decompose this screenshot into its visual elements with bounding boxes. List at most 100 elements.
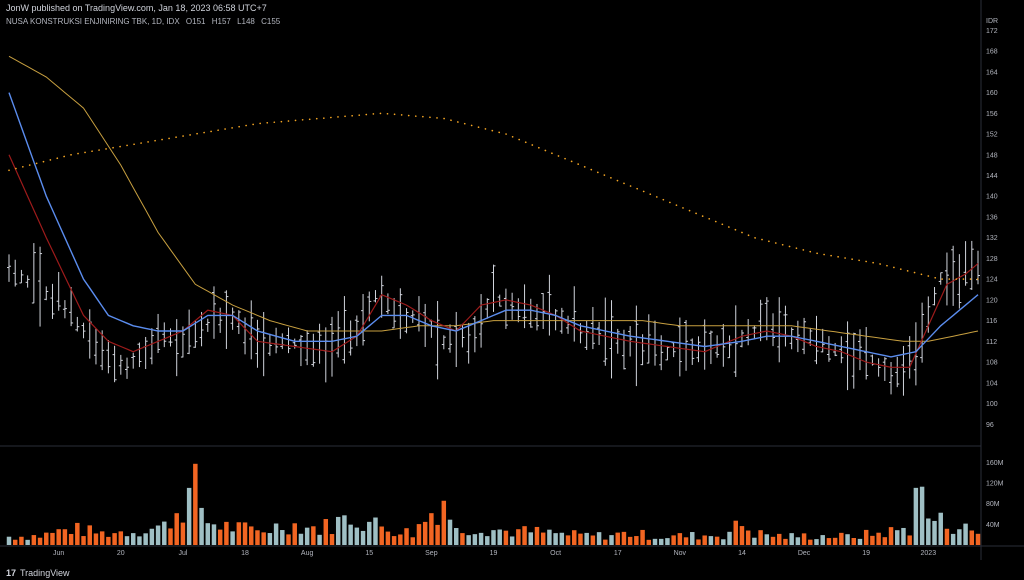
volume-bar	[304, 527, 310, 545]
price-tick-label: 128	[986, 256, 998, 263]
volume-bar	[621, 531, 627, 545]
volume-bar	[6, 536, 12, 545]
volume-bar	[75, 522, 80, 545]
price-tick-label: 112	[986, 339, 997, 346]
volume-bar	[696, 539, 701, 545]
price-tick-label: 108	[986, 360, 998, 367]
volume-bar	[553, 533, 558, 545]
volume-bar	[640, 529, 645, 545]
volume-bar	[329, 534, 335, 545]
volume-bar	[398, 534, 403, 545]
volume-bar	[534, 526, 540, 545]
volume-bar	[323, 519, 329, 545]
volume-bar	[410, 537, 415, 545]
volume-bar	[99, 531, 105, 545]
volume-bar	[863, 529, 869, 545]
volume-bar	[404, 528, 409, 545]
volume-bar	[385, 531, 391, 545]
price-tick-label: 120	[986, 297, 998, 304]
volume-bar	[671, 535, 676, 545]
time-tick-label: Nov	[674, 550, 687, 557]
volume-bar	[236, 522, 242, 545]
volume-bar	[646, 539, 652, 545]
volume-bar	[826, 538, 832, 545]
volume-bar	[572, 530, 577, 545]
volume-bar	[472, 534, 478, 545]
volume-bar	[124, 536, 130, 545]
price-tick-label: 168	[986, 49, 998, 56]
volume-bar	[714, 536, 720, 545]
volume-bar	[559, 532, 565, 545]
time-tick-label: 18	[241, 550, 249, 557]
volume-bar	[19, 536, 24, 545]
volume-bar	[273, 523, 279, 545]
time-tick-label: Sep	[425, 550, 438, 557]
volume-bar	[596, 532, 602, 545]
volume-bar	[503, 530, 509, 545]
symbol-legend: NUSA KONSTRUKSI ENJINIRING TBK, 1D, IDX …	[6, 17, 284, 26]
volume-bar	[261, 532, 266, 545]
price-axis-label: IDR	[986, 18, 998, 25]
time-tick-label: 19	[862, 550, 870, 557]
volume-bar	[795, 537, 801, 545]
volume-bar	[845, 534, 850, 545]
volume-bar	[677, 533, 683, 545]
time-tick-label: 19	[490, 550, 498, 557]
volume-bar	[267, 533, 273, 545]
volume-bar	[199, 507, 204, 545]
volume-tick-label: 160M	[986, 460, 1004, 467]
volume-bar	[112, 533, 117, 545]
volume-bar	[447, 519, 453, 545]
volume-bar	[81, 536, 86, 545]
volume-bar	[137, 536, 142, 545]
publish-caption: JonW published on TradingView.com, Jan 1…	[6, 3, 267, 13]
price-tick-label: 160	[986, 90, 998, 97]
volume-bar	[37, 537, 43, 545]
volume-bar	[882, 537, 888, 545]
ma-line-blue	[8, 92, 979, 358]
ma-line-orange	[8, 55, 979, 342]
volume-bar	[832, 537, 838, 545]
ohlc-close: C155	[261, 17, 281, 26]
volume-bar	[155, 525, 161, 545]
volume-tick-label: 40M	[986, 522, 1000, 529]
volume-bar	[367, 521, 372, 545]
volume-bar	[373, 517, 378, 545]
price-tick-label: 132	[986, 235, 998, 242]
volume-bar	[963, 523, 968, 545]
volume-bar	[280, 530, 285, 545]
volume-bar	[31, 535, 37, 545]
volume-bar	[130, 533, 136, 545]
volume-bar	[739, 526, 745, 545]
volume-bar	[168, 528, 173, 545]
price-tick-label: 148	[986, 152, 998, 159]
volume-bar	[522, 526, 527, 545]
volume-bar	[466, 535, 471, 545]
volume-bar	[106, 536, 111, 545]
tradingview-logo-icon: 17	[6, 568, 17, 578]
price-tick-label: 152	[986, 132, 998, 139]
volume-bar	[851, 537, 857, 545]
volume-bar	[652, 538, 658, 545]
volume-bar	[230, 531, 235, 545]
tradingview-brand: TradingView	[20, 568, 70, 578]
price-tick-label: 144	[986, 173, 998, 180]
tradingview-footer: 17 TradingView	[6, 568, 70, 578]
volume-bar	[311, 526, 316, 545]
volume-bar	[950, 533, 956, 545]
volume-bar	[56, 529, 61, 545]
volume-bar	[348, 524, 353, 545]
volume-bar	[745, 530, 751, 545]
volume-bar	[180, 522, 186, 545]
volume-bar	[888, 527, 894, 545]
volume-bar	[919, 486, 925, 545]
volume-tick-label: 80M	[986, 501, 1000, 508]
ma-line-dotted	[8, 112, 979, 280]
volume-bar	[907, 535, 912, 545]
volume-bar	[317, 534, 322, 545]
price-tick-label: 172	[986, 28, 998, 35]
volume-bar	[360, 530, 366, 545]
volume-bar	[205, 523, 211, 545]
volume-bar	[590, 535, 596, 545]
